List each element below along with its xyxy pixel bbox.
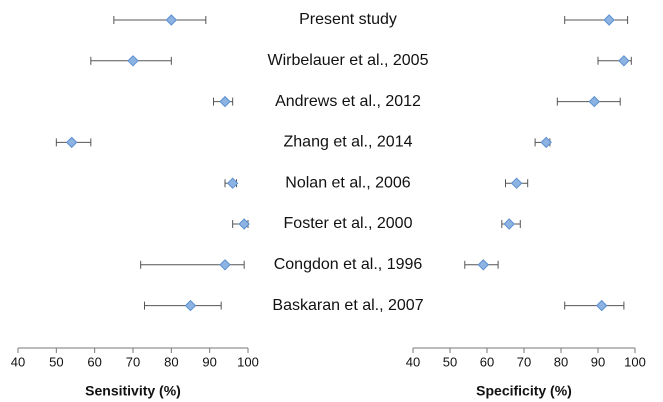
study-label: Congdon et al., 1996 [274,256,423,273]
point-marker [127,55,139,67]
x-tick-label: 60 [480,354,494,369]
x-tick-label: 80 [164,354,178,369]
x-tick-label: 40 [406,354,420,369]
study-label: Wirbelauer et al., 2005 [268,52,429,69]
point-marker [540,136,552,149]
point-marker [595,299,608,312]
x-tick-label: 80 [554,354,568,369]
point-marker [226,177,239,189]
point-marker [618,55,630,67]
x-tick-label: 40 [11,354,25,369]
point-marker [165,14,178,26]
x-axis-label: Sensitivity (%) [85,383,181,399]
point-marker [510,177,523,189]
point-marker [65,136,78,149]
point-marker [588,95,601,108]
study-label: Andrews et al., 2012 [275,93,421,110]
x-tick-label: 90 [591,354,605,369]
x-tick-label: 90 [202,354,216,369]
study-label: Zhang et al., 2014 [284,134,413,151]
x-tick-label: 60 [87,354,101,369]
point-marker [219,259,231,271]
study-label: Baskaran et al., 2007 [272,297,423,314]
study-label: Foster et al., 2000 [284,215,413,232]
point-marker [238,218,250,230]
x-tick-label: 100 [237,354,259,369]
x-axis-label: Specificity (%) [476,383,572,399]
point-marker [603,14,615,26]
study-label: Nolan et al., 2006 [285,174,411,191]
point-marker [219,95,231,108]
x-tick-label: 50 [49,354,63,369]
x-tick-label: 50 [443,354,457,369]
point-marker [477,259,490,271]
x-tick-label: 70 [126,354,140,369]
point-marker [503,218,515,230]
x-tick-label: 70 [517,354,531,369]
x-tick-label: 100 [624,354,646,369]
study-label: Present study [299,11,397,28]
point-marker [184,299,197,312]
